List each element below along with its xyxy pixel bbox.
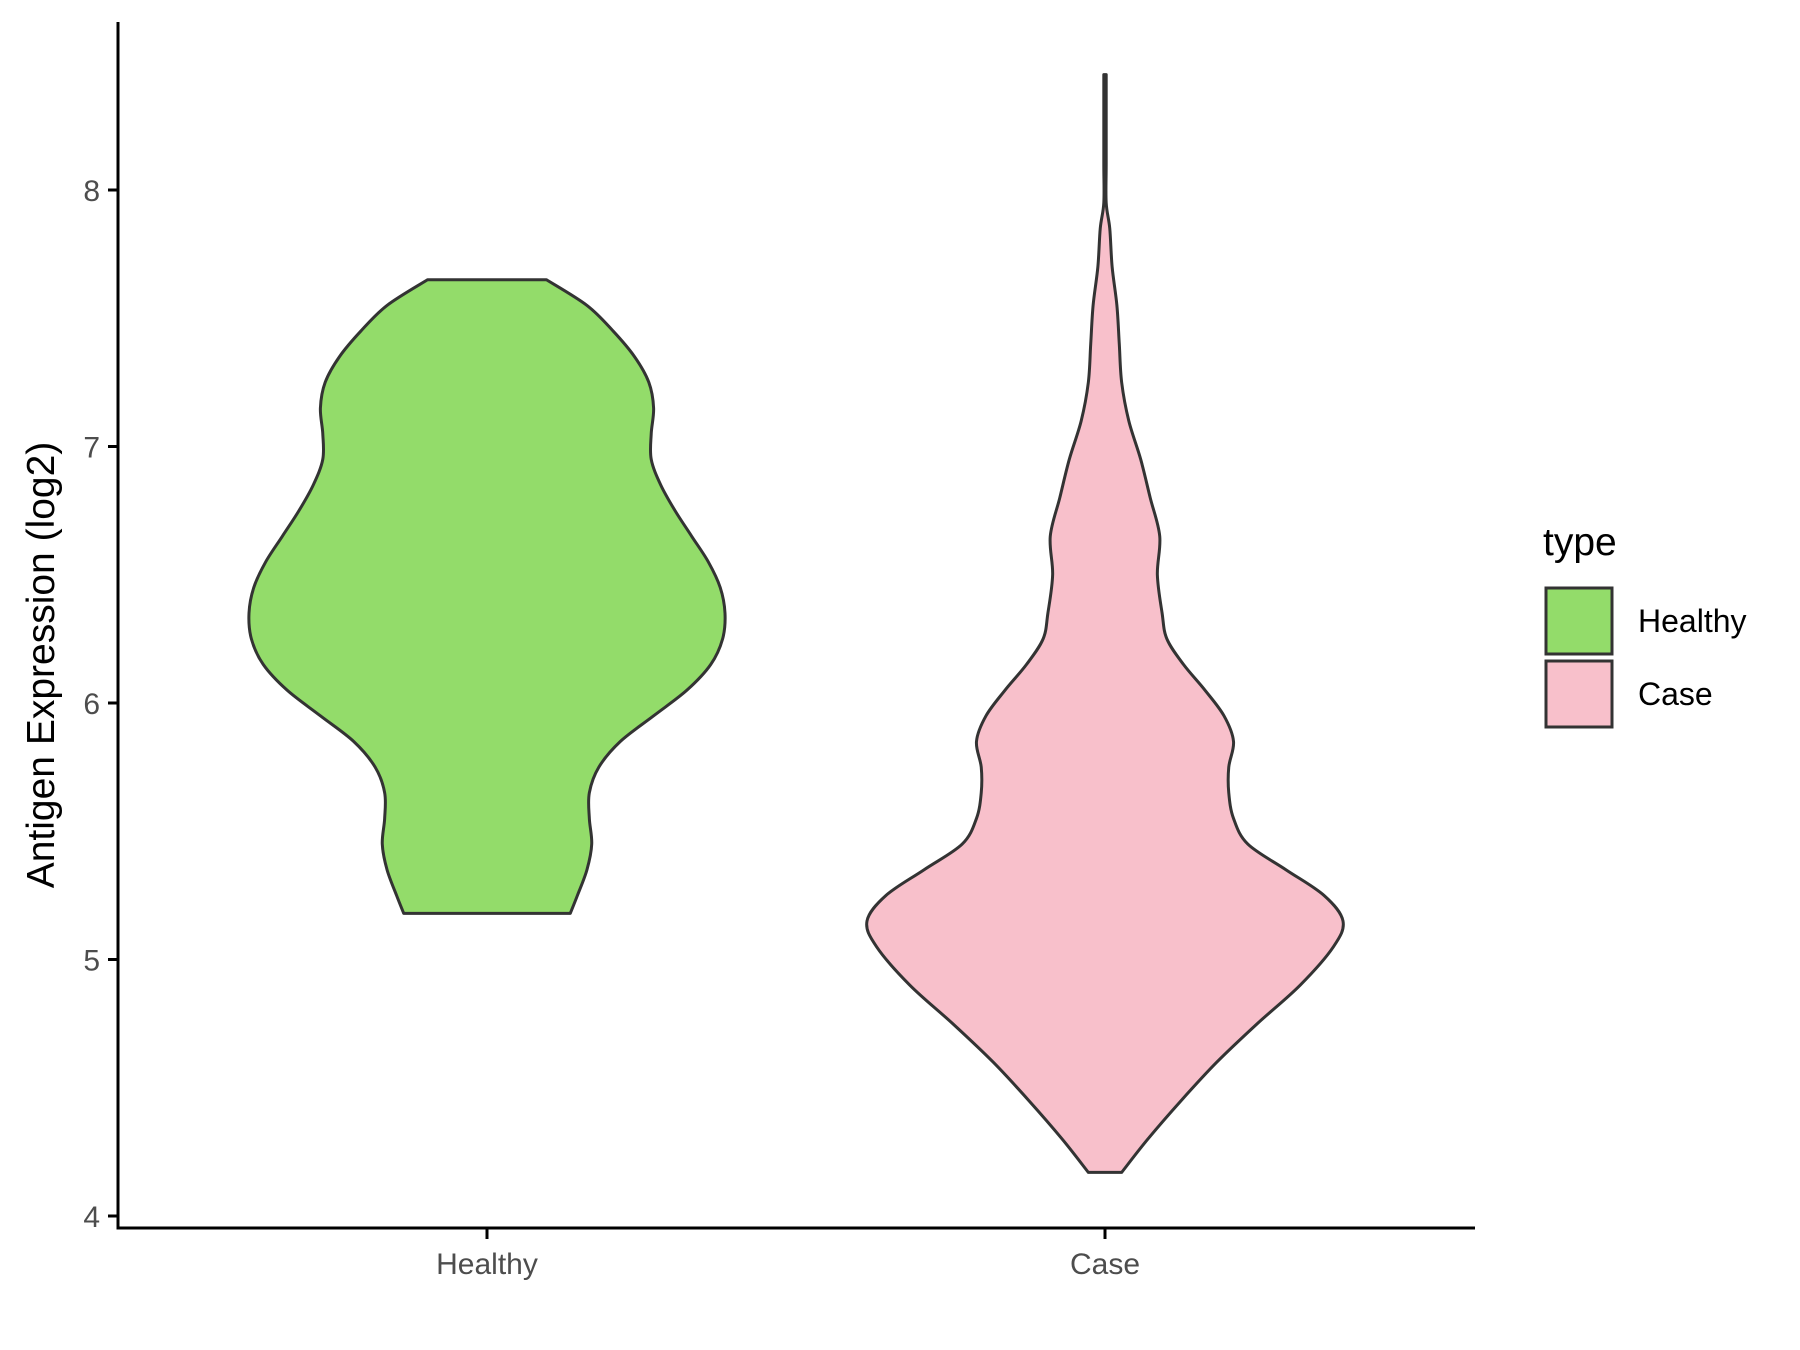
x-tick-label-case: Case xyxy=(1070,1248,1140,1281)
legend-title: type xyxy=(1543,521,1617,564)
legend-label-healthy: Healthy xyxy=(1638,603,1747,639)
legend-swatch-case xyxy=(1544,659,1614,729)
x-tick-label-healthy: Healthy xyxy=(436,1248,538,1281)
y-tick-label: 8 xyxy=(83,175,100,208)
legend-swatch-healthy xyxy=(1544,586,1614,656)
y-tick-label: 5 xyxy=(83,945,100,978)
violin-healthy xyxy=(247,278,727,915)
y-tick-label: 4 xyxy=(83,1201,100,1234)
y-axis-title: Antigen Expression (log2) xyxy=(20,442,63,889)
y-tick-label: 7 xyxy=(83,432,100,465)
violins-layer xyxy=(247,73,1345,1174)
y-ticks: 4 5 6 7 8 xyxy=(83,175,118,1234)
legend: type Healthy Case xyxy=(1543,521,1747,729)
axes-layer: 4 5 6 7 8 Healthy Case xyxy=(83,22,1475,1281)
violin-case xyxy=(865,73,1345,1174)
legend-label-case: Case xyxy=(1638,676,1713,712)
legend-items: Healthy Case xyxy=(1544,586,1747,729)
y-tick-label: 6 xyxy=(83,688,100,721)
x-ticks: Healthy Case xyxy=(436,1228,1140,1281)
